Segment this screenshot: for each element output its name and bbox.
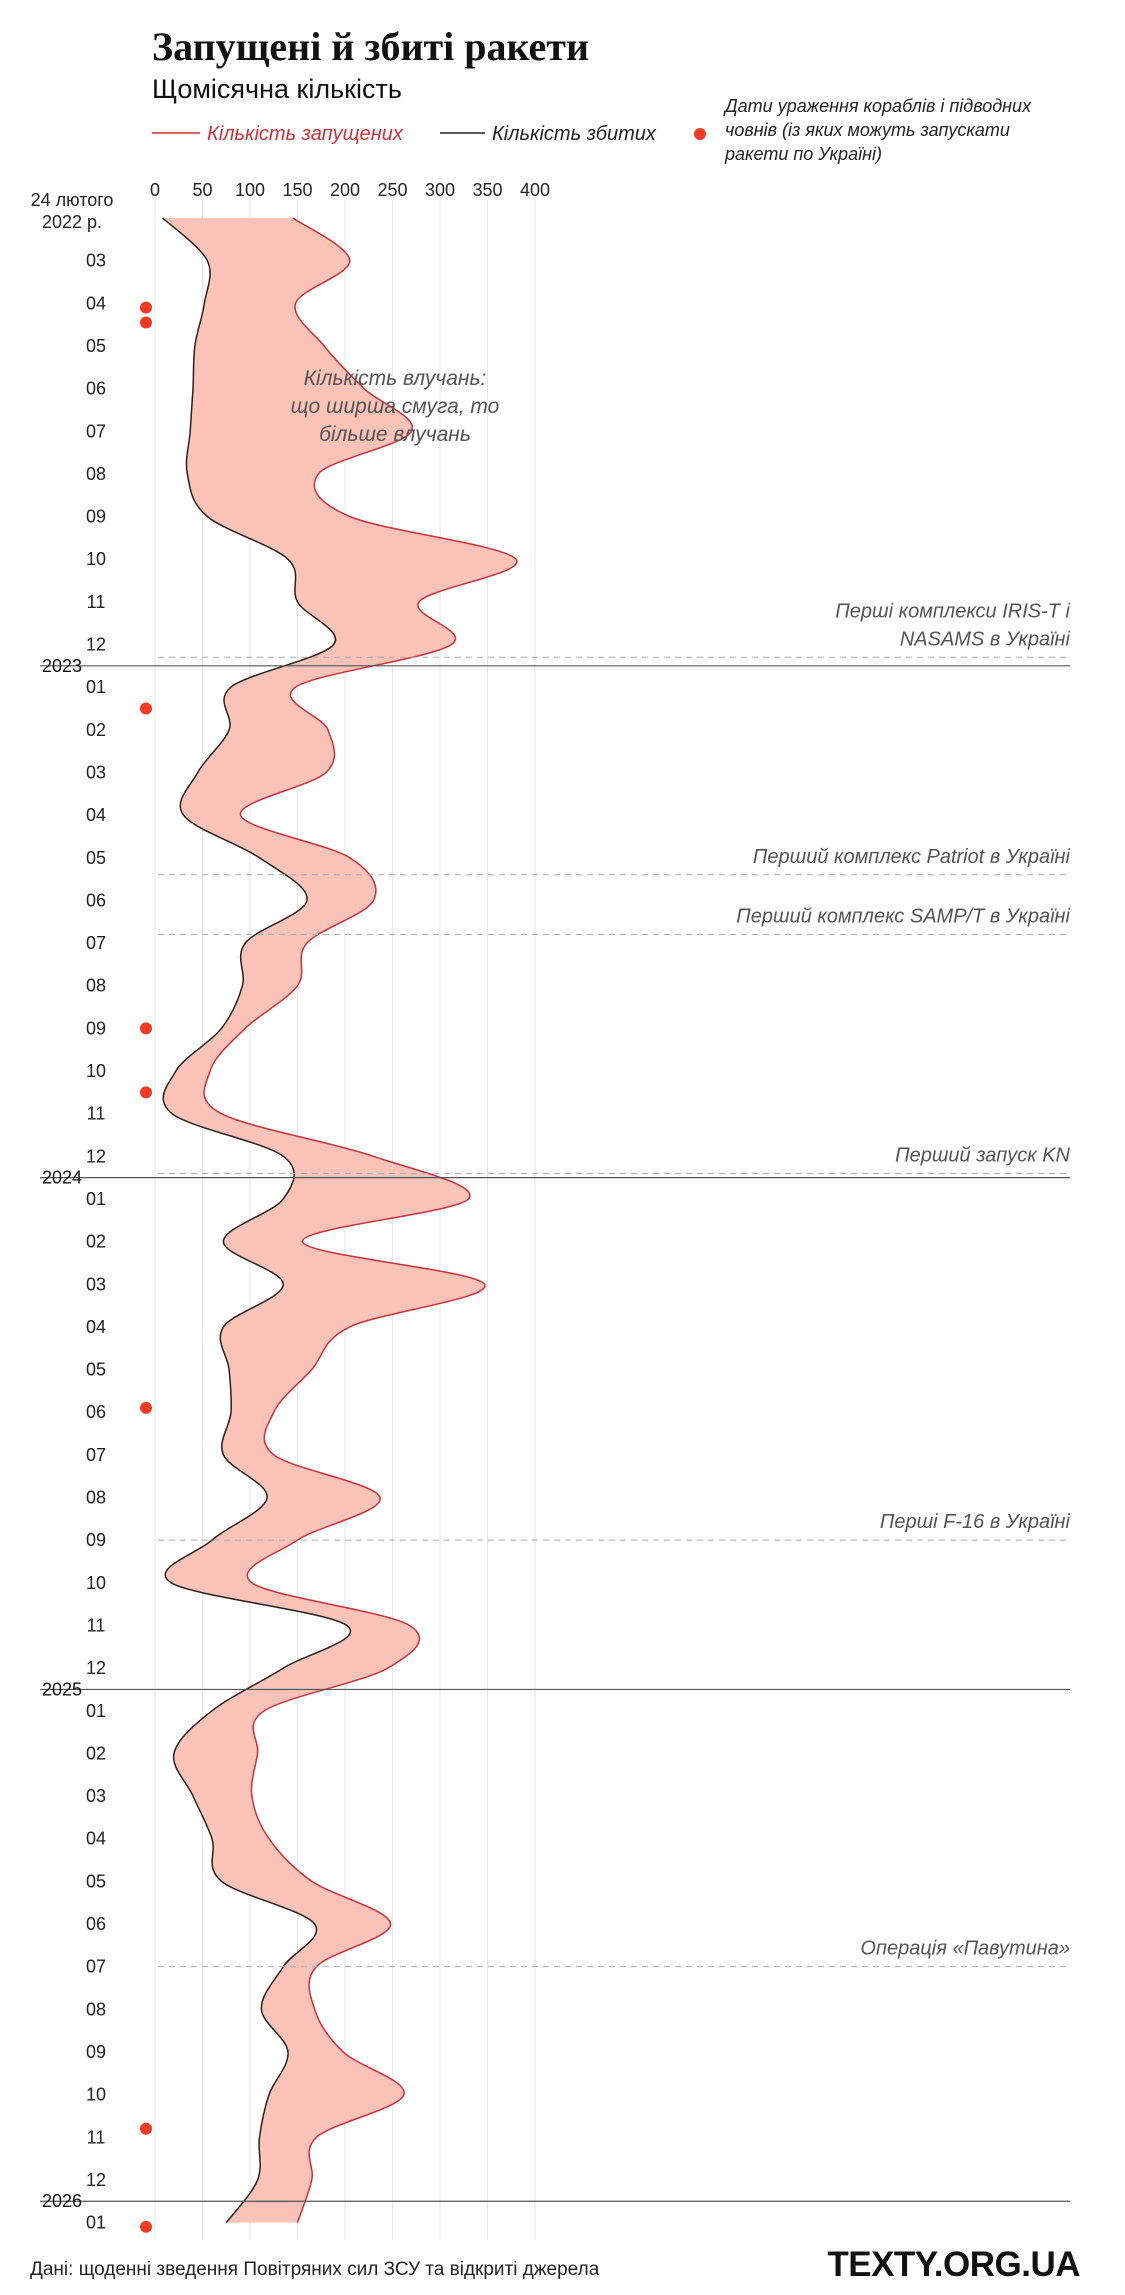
month-label: 03 bbox=[86, 1274, 106, 1294]
month-label: 05 bbox=[86, 1360, 106, 1380]
month-label: 08 bbox=[86, 976, 106, 996]
year-label-2026: 2026 bbox=[42, 2191, 82, 2211]
month-label: 04 bbox=[86, 1317, 106, 1337]
strike-dot bbox=[140, 1022, 152, 1035]
month-label: 06 bbox=[86, 890, 106, 910]
strike-dot bbox=[140, 316, 152, 329]
month-label: 07 bbox=[86, 1957, 106, 1977]
month-label: 12 bbox=[86, 2170, 106, 2190]
legend-strike-line-3: ракети по Україні) bbox=[724, 144, 882, 164]
year-label-2024: 2024 bbox=[42, 1168, 82, 1188]
x-tick-400: 400 bbox=[520, 180, 550, 200]
x-tick-100: 100 bbox=[235, 180, 265, 200]
hits-band bbox=[162, 218, 517, 2223]
overlay-layer bbox=[40, 301, 1070, 2233]
strike-dot bbox=[140, 2122, 152, 2135]
legend-shot-label: Кількість збитих bbox=[492, 123, 657, 145]
band-note-line-3: більше влучань bbox=[319, 423, 471, 446]
month-label: 05 bbox=[86, 336, 106, 356]
legend-strike-line-1: Дати ураження кораблів і підводних bbox=[723, 96, 1032, 116]
month-label: 07 bbox=[86, 421, 106, 441]
month-label: 11 bbox=[87, 1615, 106, 1635]
band-note: Кількість влучань: що ширша смуга, то бі… bbox=[291, 367, 500, 446]
month-label: 01 bbox=[86, 677, 106, 697]
brand-logo: TEXTY.ORG.UA bbox=[827, 2245, 1080, 2284]
chart-title: Запущені й збиті ракети bbox=[152, 24, 589, 69]
month-label: 07 bbox=[86, 933, 106, 953]
year-label-2023: 2023 bbox=[42, 656, 82, 676]
month-label: 09 bbox=[86, 1018, 106, 1038]
strike-dot bbox=[140, 301, 152, 314]
band-note-line-2: що ширша смуга, то bbox=[291, 395, 500, 418]
month-label: 06 bbox=[86, 1914, 106, 1934]
month-label: 07 bbox=[86, 1445, 106, 1465]
month-label: 02 bbox=[86, 1232, 106, 1252]
month-label: 08 bbox=[86, 464, 106, 484]
month-label: 10 bbox=[86, 1573, 106, 1593]
start-label-line-1: 24 лютого bbox=[31, 190, 114, 210]
month-label: 03 bbox=[86, 762, 106, 782]
month-label: 03 bbox=[86, 1786, 106, 1806]
month-label: 09 bbox=[86, 507, 106, 527]
legend-strike-line-2: човнів (із яких можуть запускати bbox=[725, 120, 1010, 140]
month-label: 09 bbox=[86, 1530, 106, 1550]
month-label: 12 bbox=[86, 635, 106, 655]
month-label: 02 bbox=[86, 1743, 106, 1763]
strike-dot bbox=[140, 1086, 152, 1099]
month-label: 06 bbox=[86, 379, 106, 399]
month-label: 12 bbox=[86, 1658, 106, 1678]
band-note-line-1: Кількість влучань: bbox=[304, 367, 487, 390]
shot-down-line bbox=[162, 217, 351, 2224]
month-label: 04 bbox=[86, 293, 106, 313]
month-label: 11 bbox=[87, 1104, 106, 1124]
month-label: 02 bbox=[86, 720, 106, 740]
event-label-4: Перші F-16 в Україні bbox=[880, 1511, 1071, 1533]
x-tick-250: 250 bbox=[377, 180, 407, 200]
event-label-5: Операція «Павутина» bbox=[860, 1938, 1070, 1960]
month-label: 01 bbox=[86, 1189, 106, 1209]
month-label: 10 bbox=[86, 1061, 106, 1081]
x-tick-150: 150 bbox=[282, 180, 312, 200]
month-label: 01 bbox=[86, 1701, 106, 1721]
x-tick-200: 200 bbox=[330, 180, 360, 200]
legend-launched-label: Кількість запущених bbox=[207, 123, 404, 145]
month-label: 08 bbox=[86, 1488, 106, 1508]
event-label-2: Перший комплекс SAMP/T в Україні bbox=[736, 906, 1070, 928]
start-label-line-2: 2022 р. bbox=[42, 212, 102, 232]
chart-subtitle: Щомісячна кількість bbox=[152, 74, 402, 104]
strike-dot bbox=[140, 2220, 152, 2233]
strike-dot bbox=[140, 1401, 152, 1414]
event-label-1: Перший комплекс Patriot в Україні bbox=[753, 846, 1071, 868]
month-label: 04 bbox=[86, 1829, 106, 1849]
legend-strike-dot bbox=[694, 128, 706, 140]
month-label: 10 bbox=[86, 2085, 106, 2105]
legend: Кількість запущених Кількість збитих Дат… bbox=[152, 96, 1032, 164]
year-label-2025: 2025 bbox=[42, 1679, 82, 1699]
month-label: 12 bbox=[86, 1146, 106, 1166]
month-label: 03 bbox=[86, 251, 106, 271]
month-label: 01 bbox=[86, 2213, 106, 2233]
strike-dot bbox=[140, 702, 152, 715]
month-label: 04 bbox=[86, 805, 106, 825]
launched-line bbox=[203, 217, 518, 2223]
event-label-0: NASAMS в Україні bbox=[900, 628, 1071, 650]
x-tick-350: 350 bbox=[472, 180, 502, 200]
x-tick-50: 50 bbox=[192, 180, 212, 200]
month-label: 08 bbox=[86, 1999, 106, 2019]
month-label: 09 bbox=[86, 2042, 106, 2062]
x-tick-300: 300 bbox=[425, 180, 455, 200]
month-label: 11 bbox=[87, 592, 106, 612]
month-label: 05 bbox=[86, 848, 106, 868]
month-label: 10 bbox=[86, 549, 106, 569]
month-label: 11 bbox=[87, 2127, 106, 2147]
event-label-0: Перші комплекси IRIS-T і bbox=[835, 600, 1070, 622]
event-label-3: Перший запуск KN bbox=[895, 1144, 1070, 1166]
month-label: 05 bbox=[86, 1871, 106, 1891]
source-note: Дані: щоденні зведення Повітряних сил ЗС… bbox=[30, 2259, 600, 2280]
x-tick-0: 0 bbox=[150, 180, 160, 200]
month-label: 06 bbox=[86, 1402, 106, 1422]
